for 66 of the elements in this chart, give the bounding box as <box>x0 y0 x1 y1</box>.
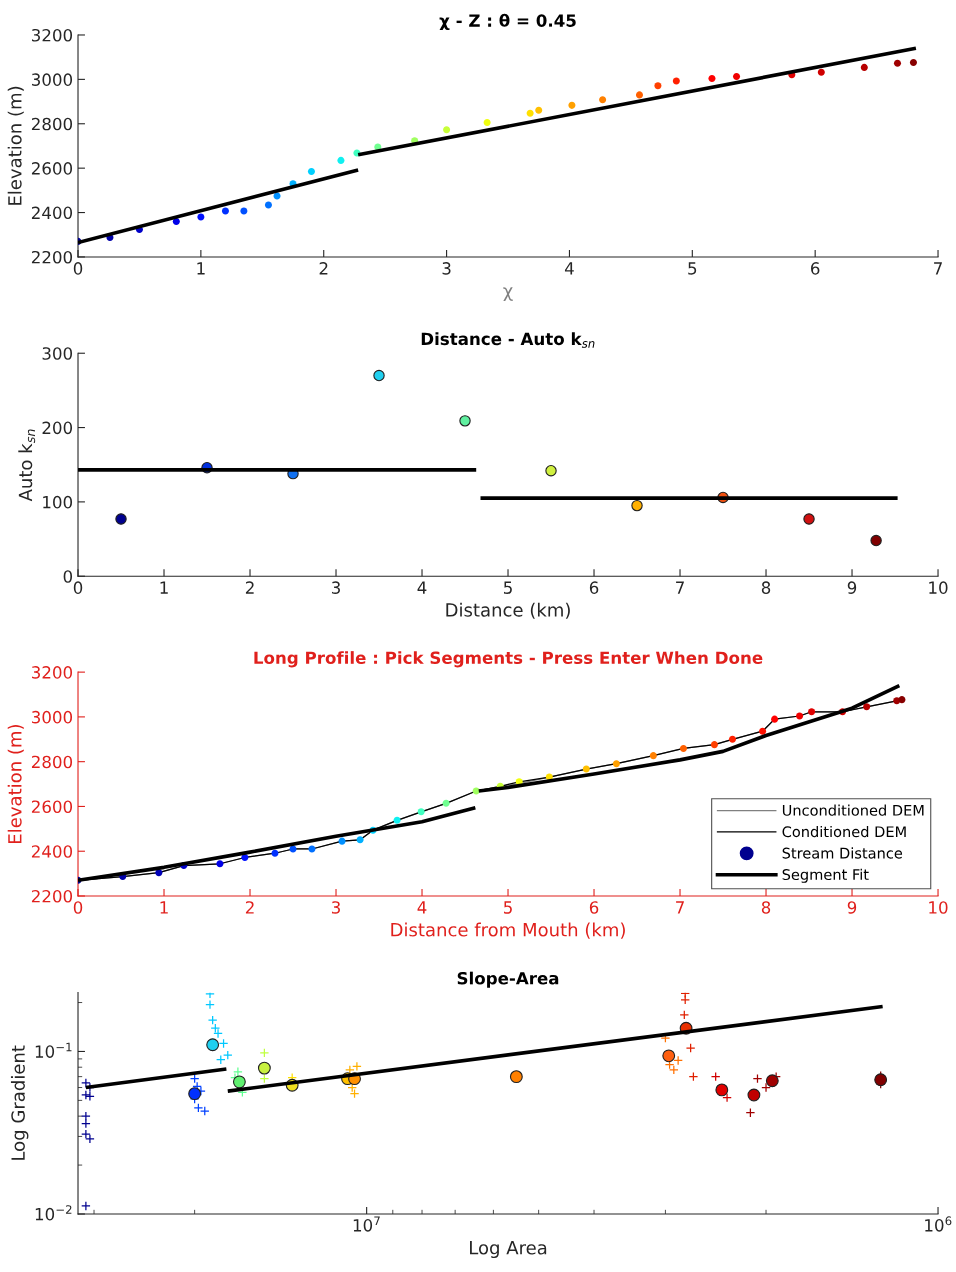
x-tick-label: 4 <box>417 901 427 914</box>
y-tick-label: 3000 <box>32 73 73 86</box>
y-tick-label: 2400 <box>31 206 73 220</box>
x-axis-title: Distance (km) <box>446 602 570 619</box>
x-tick-label: 3 <box>331 581 340 594</box>
legend-label: Unconditioned DEM <box>782 804 924 816</box>
y-tick-label: 2200 <box>31 250 73 264</box>
chart-title: χ - Z : θ = 0.45 <box>439 13 576 31</box>
x-axis-title: Log Area <box>470 1241 547 1259</box>
x-tick-label: 6 <box>589 901 599 914</box>
y-axis-title: Elevation (m) <box>7 86 24 205</box>
x-tick-label: 10$^{7}$ <box>353 1216 380 1232</box>
x-tick-label: 8 <box>761 581 771 594</box>
y-tick-label: 100 <box>43 495 73 509</box>
y-axis-title: Auto k$_{sn}$ <box>18 429 36 502</box>
y-tick-label: 10$^{−1}$ <box>35 1042 72 1058</box>
y-tick-label: 2200 <box>31 889 73 903</box>
y-axis-title: Elevation (m) <box>7 724 24 843</box>
x-tick-label: 6 <box>589 581 599 594</box>
y-tick-label: 2400 <box>31 845 73 858</box>
y-tick-label: 3200 <box>32 666 73 679</box>
x-tick-label: 3 <box>442 262 451 275</box>
y-tick-label: 2600 <box>31 800 73 814</box>
x-tick-label: 7 <box>676 901 684 914</box>
y-tick-label: 3200 <box>32 28 73 42</box>
x-tick-label: 5 <box>688 262 697 275</box>
x-tick-label: 2 <box>245 581 254 594</box>
x-tick-label: 10 <box>929 901 948 914</box>
x-tick-label: 0 <box>73 262 83 275</box>
y-tick-label: 2800 <box>31 117 73 131</box>
y-tick-label: 2800 <box>31 755 73 769</box>
y-tick-label: 10$^{−2}$ <box>35 1205 72 1221</box>
x-tick-label: 9 <box>847 581 857 594</box>
chart-title: Distance - Auto k$_{sn}$ <box>421 332 595 348</box>
x-tick-label: 0 <box>73 581 83 594</box>
x-tick-label: 1 <box>160 901 168 914</box>
x-tick-label: 10 <box>929 581 948 594</box>
chart-title: Slope-Area <box>457 971 559 988</box>
x-tick-label: 4 <box>564 262 574 275</box>
legend-label: Stream Distance <box>782 847 903 859</box>
x-tick-label: 1 <box>160 581 168 594</box>
y-tick-label: 2600 <box>31 162 73 175</box>
y-tick-label: 200 <box>42 421 73 435</box>
x-tick-label: 5 <box>504 901 512 914</box>
x-tick-label: 8 <box>761 901 771 914</box>
x-tick-label: 2 <box>245 901 254 914</box>
x-tick-label: 7 <box>676 581 684 594</box>
chart-title: Long Profile : Pick Segments - Press Enter When Done <box>254 651 763 668</box>
x-tick-label: 4 <box>417 581 427 594</box>
x-tick-label: 6 <box>811 262 820 275</box>
x-tick-label: 1 <box>197 262 205 275</box>
x-tick-label: 7 <box>934 262 942 275</box>
x-axis-title: χ <box>503 287 513 301</box>
x-tick-label: 2 <box>319 262 328 275</box>
x-tick-label: 9 <box>847 901 857 914</box>
x-tick-label: 10$^{6}$ <box>925 1216 952 1232</box>
x-tick-label: 0 <box>73 901 83 914</box>
x-tick-label: 3 <box>331 901 340 914</box>
y-tick-label: 0 <box>63 570 73 583</box>
x-tick-label: 5 <box>504 581 512 594</box>
y-axis-title: Log Gradient <box>10 1045 29 1160</box>
legend-label: Segment Fit <box>782 868 869 883</box>
y-tick-label: 300 <box>42 347 73 360</box>
x-axis-title: Distance from Mouth (km) <box>391 922 625 939</box>
y-tick-label: 3000 <box>32 710 73 724</box>
legend-label: Conditioned DEM <box>782 825 906 838</box>
